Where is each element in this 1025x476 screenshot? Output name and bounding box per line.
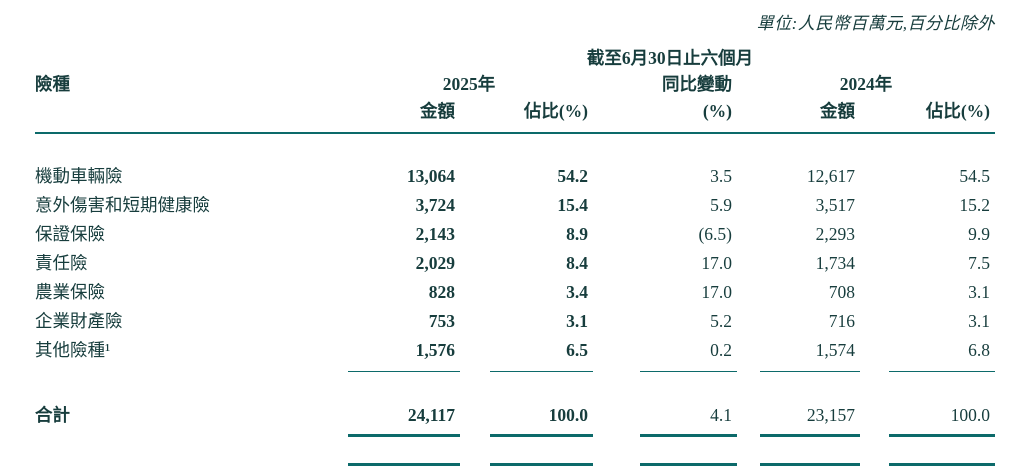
column-rules-top — [35, 371, 995, 372]
share-2025: 54.2 — [557, 166, 588, 186]
table-row: 企業財產險 753 3.1 5.2 716 3.1 — [35, 307, 995, 336]
amount-2024: 1,574 — [815, 340, 855, 360]
sub-header-share-2024: 佔比(%) — [925, 101, 990, 121]
share-2024: 3.1 — [968, 311, 990, 331]
share-2025: 8.4 — [566, 253, 588, 273]
rule-segment — [860, 434, 995, 437]
yoy-change: 5.9 — [710, 195, 732, 215]
table-row: 保證保險 2,143 8.9 (6.5) 2,293 9.9 — [35, 220, 995, 249]
total-row: 合計 24,117 100.0 4.1 23,157 100.0 — [35, 400, 995, 430]
insurance-type: 機動車輛險 — [35, 166, 123, 186]
amount-2025: 1,576 — [415, 340, 455, 360]
total-amount-2024: 23,157 — [806, 405, 855, 425]
amount-2025: 3,724 — [415, 195, 455, 215]
share-2025: 6.5 — [566, 340, 588, 360]
table-body: 機動車輛險 13,064 54.2 3.5 12,617 54.5 意外傷害和短… — [35, 162, 995, 365]
rule-segment — [345, 371, 460, 372]
table-row: 責任險 2,029 8.4 17.0 1,734 7.5 — [35, 249, 995, 278]
unit-note: 單位:人民幣百萬元,百分比除外 — [756, 14, 995, 33]
yoy-change: 17.0 — [701, 253, 732, 273]
column-rules-total — [35, 434, 995, 437]
yoy-change: 5.2 — [710, 311, 732, 331]
rule-segment — [737, 434, 860, 437]
rule-segment — [460, 434, 593, 437]
table-row: 意外傷害和短期健康險 3,724 15.4 5.9 3,517 15.2 — [35, 191, 995, 220]
insurance-type: 其他險種¹ — [35, 340, 111, 360]
sub-header-amount-2025: 金額 — [420, 101, 455, 121]
amount-2025: 753 — [428, 311, 455, 331]
amount-2025: 828 — [428, 282, 455, 302]
total-label: 合計 — [35, 405, 70, 425]
total-yoy-change: 4.1 — [710, 405, 732, 425]
table-row: 機動車輛險 13,064 54.2 3.5 12,617 54.5 — [35, 162, 995, 191]
share-2024: 54.5 — [959, 166, 990, 186]
column-rules-bottom — [35, 463, 995, 466]
amount-2024: 2,293 — [815, 224, 855, 244]
share-2025: 3.4 — [566, 282, 588, 302]
period-header-row: 截至6月30日止六個月 — [35, 45, 995, 71]
insurance-type: 意外傷害和短期健康險 — [35, 195, 210, 215]
empty-cell — [35, 463, 345, 466]
rule-segment — [860, 463, 995, 466]
column-header-2025: 2025年 — [442, 74, 496, 94]
table-row: 其他險種¹ 1,576 6.5 0.2 1,574 6.8 — [35, 336, 995, 365]
empty-cell — [35, 45, 345, 71]
share-2025: 15.4 — [557, 195, 588, 215]
total-amount-2025: 24,117 — [407, 405, 455, 425]
share-2024: 9.9 — [968, 224, 990, 244]
column-header-type: 險種 — [35, 74, 70, 94]
share-2025: 3.1 — [566, 311, 588, 331]
yoy-change: (6.5) — [698, 224, 732, 244]
rule-segment — [860, 371, 995, 372]
amount-2024: 716 — [828, 311, 855, 331]
amount-2024: 1,734 — [815, 253, 855, 273]
insurance-type: 保證保險 — [35, 224, 105, 244]
empty-cell — [35, 434, 345, 437]
column-header-yoy: 同比變動 — [662, 74, 732, 94]
share-2025: 8.9 — [566, 224, 588, 244]
share-2024: 6.8 — [968, 340, 990, 360]
rule-segment — [593, 371, 737, 372]
amount-2024: 12,617 — [806, 166, 855, 186]
rule-segment — [460, 371, 593, 372]
share-2024: 15.2 — [959, 195, 990, 215]
sub-header-share-2025: 佔比(%) — [523, 101, 588, 121]
share-2024: 3.1 — [968, 282, 990, 302]
amount-2025: 2,029 — [415, 253, 455, 273]
insurance-type: 企業財產險 — [35, 311, 123, 331]
rule-segment — [345, 463, 460, 466]
sub-header-amount-2024: 金額 — [820, 101, 855, 121]
total-share-2024: 100.0 — [950, 405, 990, 425]
rule-segment — [593, 434, 737, 437]
rule-segment — [593, 463, 737, 466]
rule-segment — [460, 463, 593, 466]
amount-2024: 3,517 — [815, 195, 855, 215]
column-header-2024: 2024年 — [839, 74, 893, 94]
amount-2025: 13,064 — [406, 166, 455, 186]
period-header: 截至6月30日止六個月 — [586, 48, 754, 68]
rule-segment — [737, 371, 860, 372]
empty-cell — [35, 98, 345, 124]
insurance-type: 責任險 — [35, 253, 88, 273]
sub-header-row: 金額 佔比(%) (%) 金額 佔比(%) — [35, 98, 995, 134]
table-row: 農業保險 828 3.4 17.0 708 3.1 — [35, 278, 995, 307]
share-2024: 7.5 — [968, 253, 990, 273]
rule-segment — [345, 434, 460, 437]
yoy-change: 0.2 — [710, 340, 732, 360]
rule-segment — [737, 463, 860, 466]
amount-2025: 2,143 — [415, 224, 455, 244]
yoy-change: 17.0 — [701, 282, 732, 302]
insurance-type: 農業保險 — [35, 282, 105, 302]
total-share-2025: 100.0 — [548, 405, 588, 425]
amount-2024: 708 — [828, 282, 855, 302]
sub-header-yoy-unit: (%) — [702, 101, 732, 121]
group-header-row: 險種 2025年 同比變動 2024年 — [35, 71, 995, 98]
yoy-change: 3.5 — [710, 166, 732, 186]
empty-cell — [35, 371, 345, 372]
